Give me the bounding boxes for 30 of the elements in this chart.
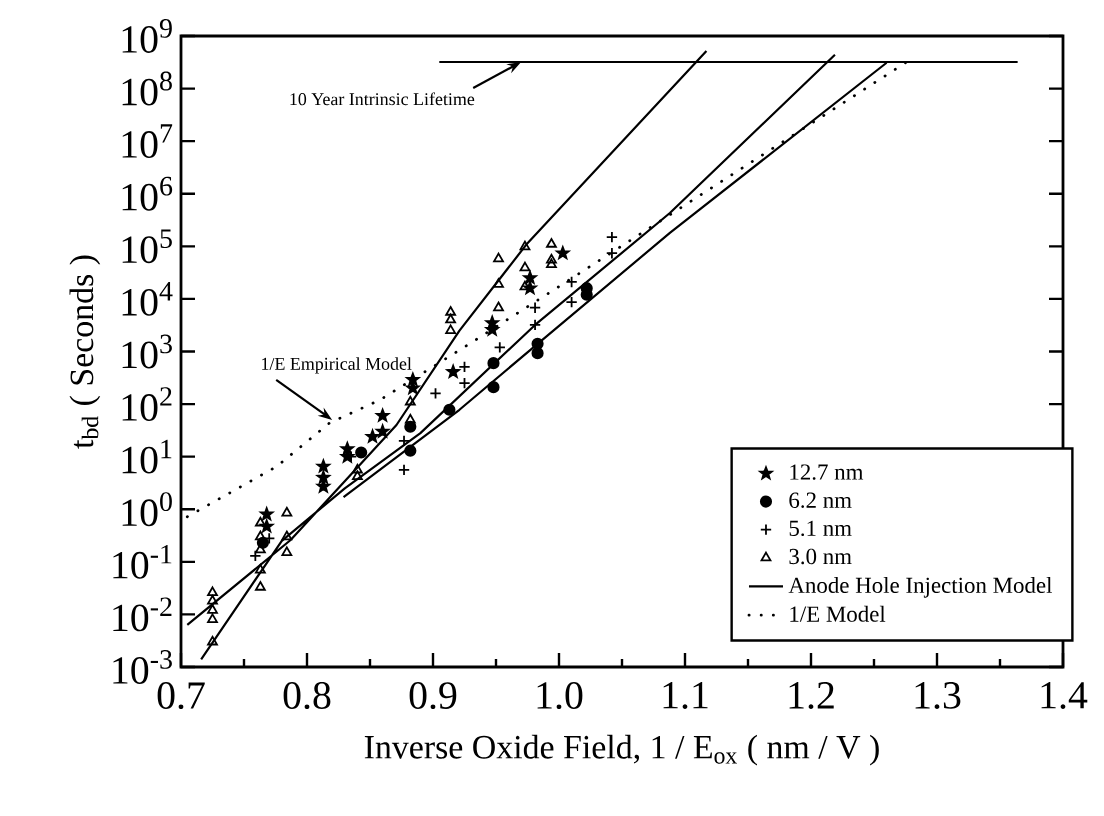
y-tick-label: 10$^{3}$	[122, 334, 172, 369]
y-axis-title: t$_{bd}$ ( Seconds )	[69, 255, 101, 449]
annotation: 1/E Empirical Model	[262, 357, 412, 374]
y-tick-label: 10$^{0}$	[122, 492, 172, 527]
x-tick-label: 1.0	[537, 682, 583, 710]
x-tick-label: 0.8	[283, 682, 331, 710]
x-tick-label: 1.2	[789, 682, 834, 709]
legend-label: Anode Hole Injection Model	[788, 576, 1053, 598]
x-tick-label: 1.3	[915, 682, 961, 709]
x-tick-label: 0.9	[409, 682, 457, 710]
legend-label: 5.1 nm	[789, 520, 852, 537]
legend-label: 12.7 nm	[790, 464, 864, 480]
y-tick-label: 10$^{6}$	[122, 176, 173, 211]
legend-label: 1/E Model	[790, 605, 886, 622]
x-axis-title: Inverse Oxide Field, 1 / E$_{ox}$ ( nm / V )	[364, 734, 879, 766]
y-tick-label: 10$^{9}$	[122, 19, 172, 53]
y-tick-label: 10$^{5}$	[122, 229, 172, 264]
x-tick-label: 1.1	[663, 682, 708, 709]
x-tick-label: 1.4	[1041, 682, 1088, 709]
y-tick-label: 10$^{1}$	[122, 439, 172, 474]
legend-label: 6.2 nm	[789, 492, 852, 508]
legend-label: 3.0 nm	[789, 548, 852, 565]
y-tick-label: 10$^{-1}$	[113, 544, 172, 579]
x-tick-label: 0.7	[157, 682, 205, 710]
y-tick-label: 10$^{-2}$	[113, 597, 172, 632]
y-tick-label: 10$^{4}$	[122, 282, 173, 316]
y-tick-label: 10$^{7}$	[122, 124, 173, 158]
annotation: 10 Year Intrinsic Lifetime	[290, 92, 475, 106]
y-tick-label: 10$^{8}$	[122, 71, 172, 106]
y-tick-label: 10$^{2}$	[122, 387, 172, 421]
